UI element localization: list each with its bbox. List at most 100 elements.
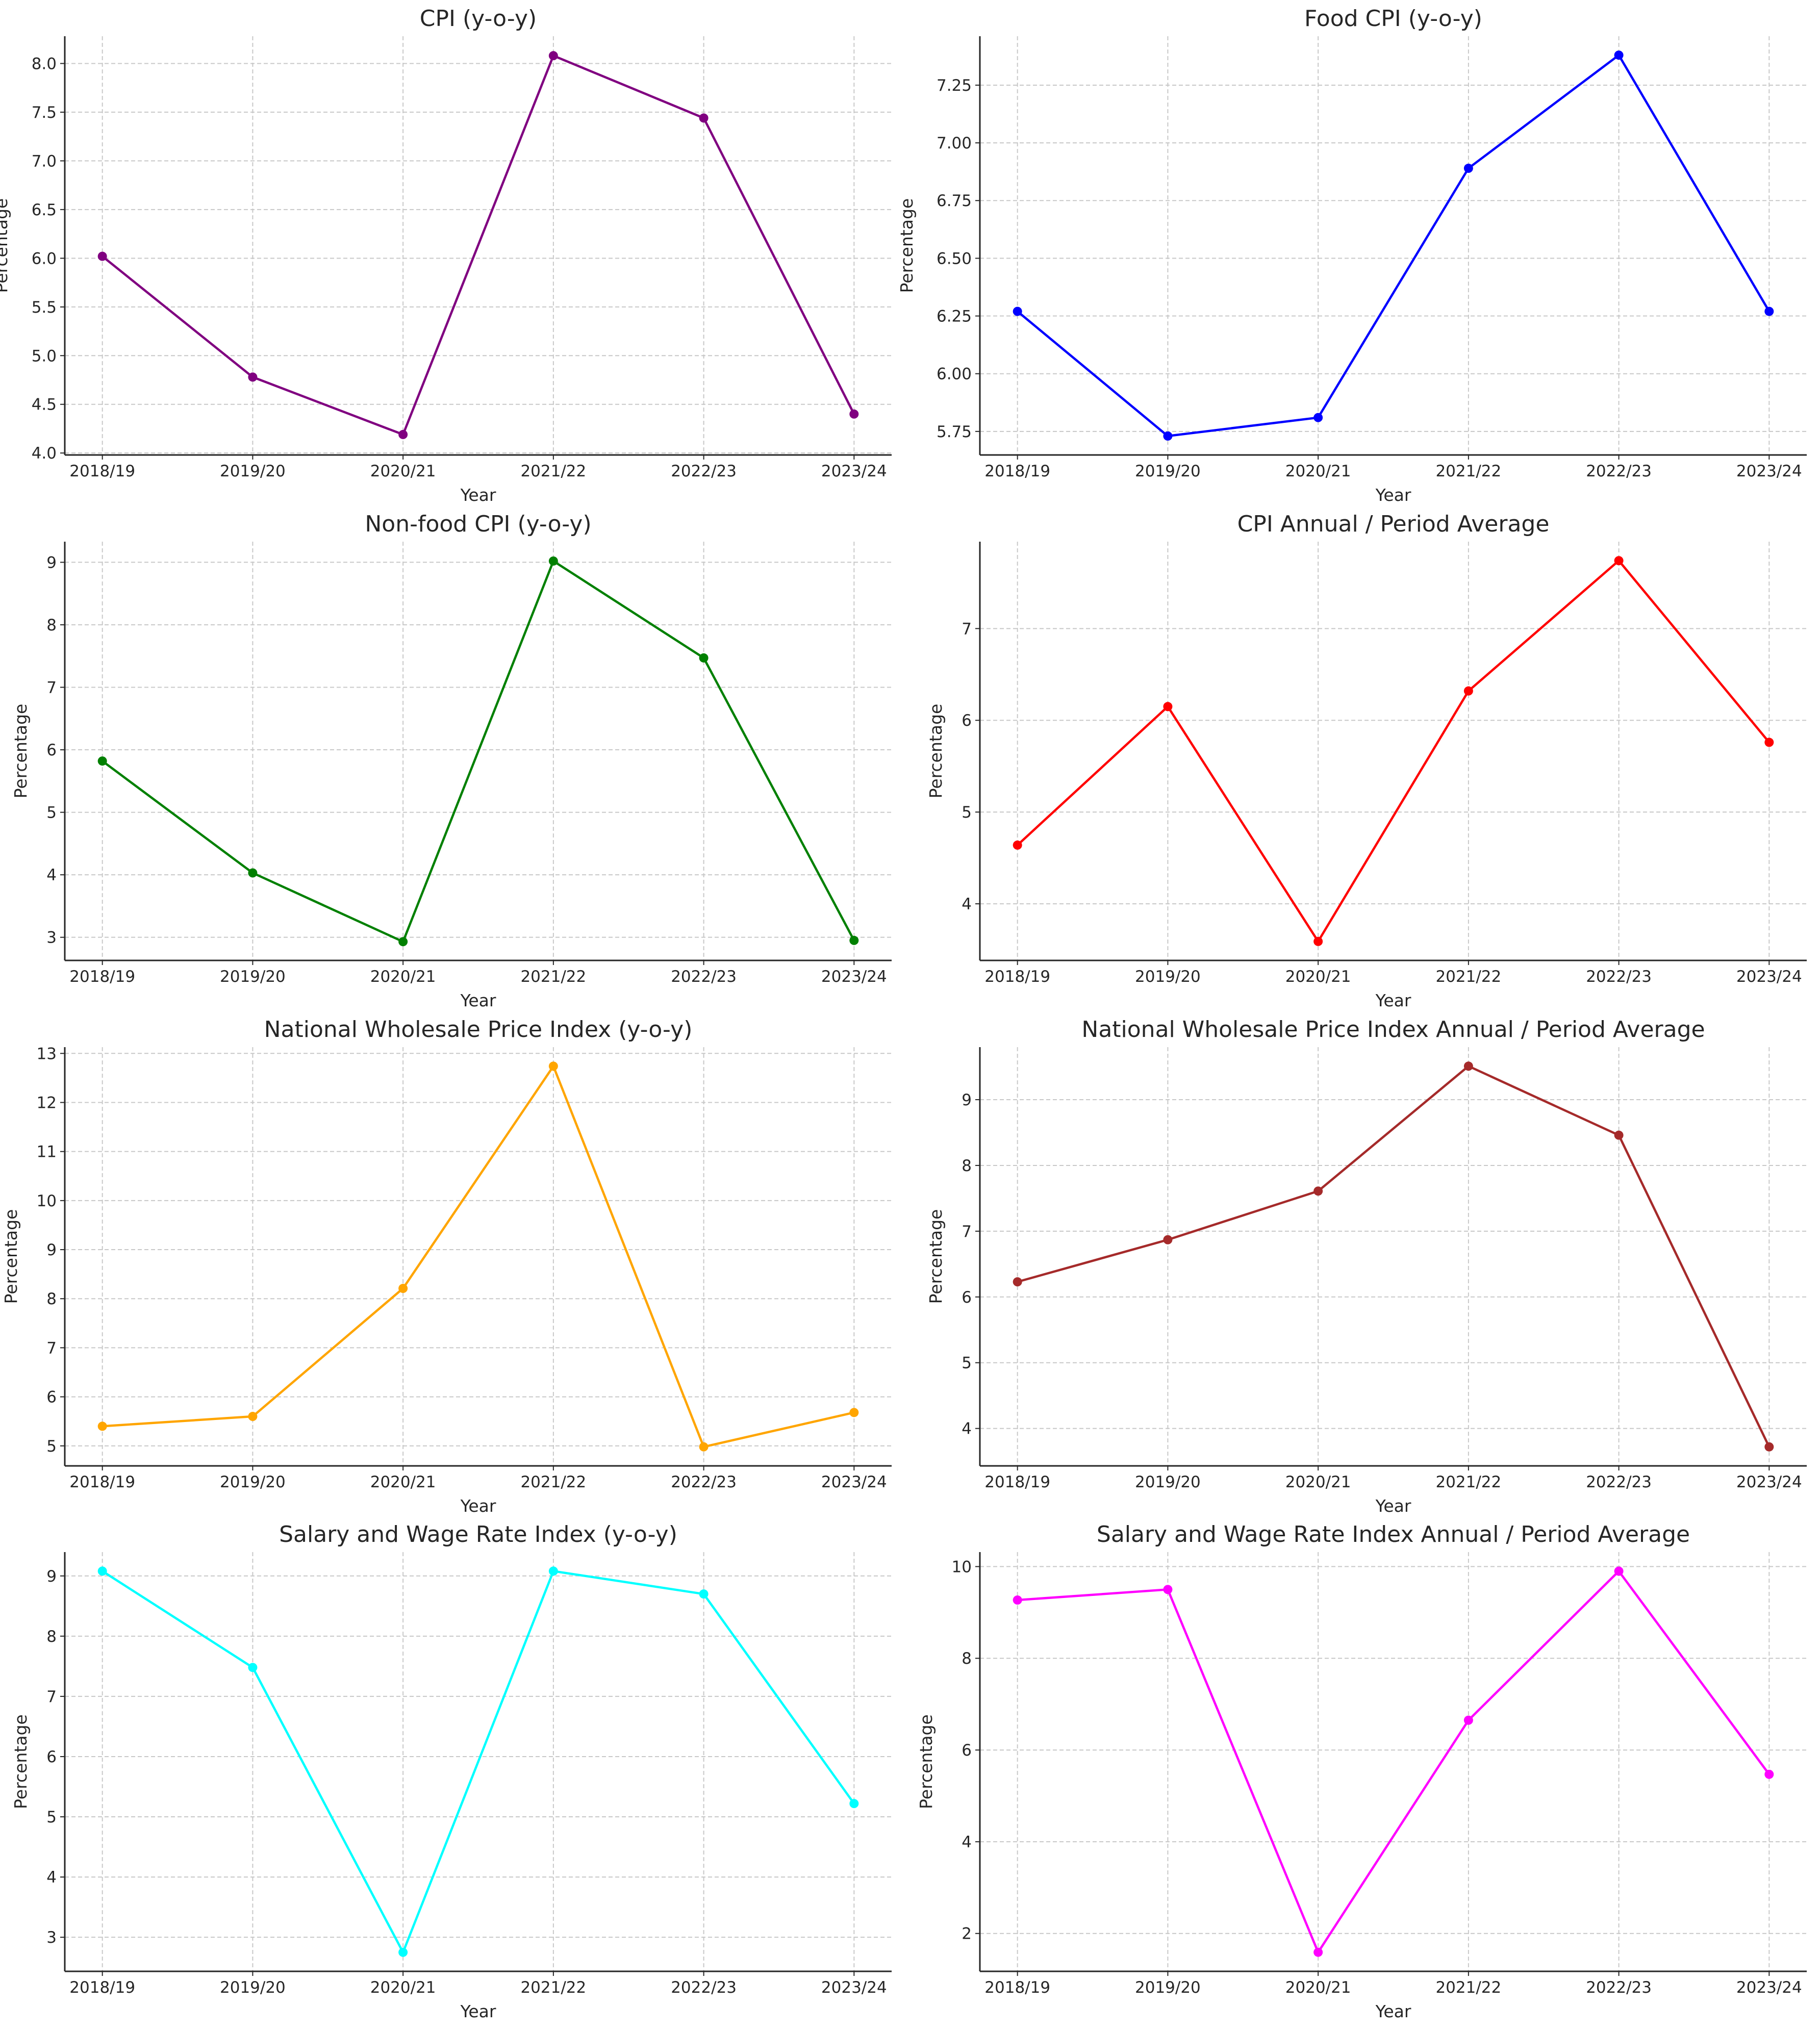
y-tick-label: 4: [962, 1420, 972, 1438]
y-axis-label: Percentage: [11, 1714, 31, 1809]
data-point: [398, 429, 408, 439]
y-tick-label: 6: [46, 1748, 57, 1766]
data-point: [1764, 738, 1774, 747]
y-tick-label: 5.0: [32, 347, 57, 365]
y-tick-label: 11: [37, 1143, 57, 1161]
chart-title: CPI (y-o-y): [420, 6, 537, 32]
y-axis-label: Percentage: [11, 704, 31, 799]
x-tick-label: 2021/22: [520, 462, 586, 480]
y-tick-label: 4.5: [32, 396, 57, 414]
chart-title: Salary and Wage Rate Index Annual / Peri…: [1097, 1521, 1690, 1547]
y-tick-label: 7.0: [32, 152, 57, 170]
series-line: [102, 560, 855, 943]
y-tick-label: 5: [46, 804, 57, 822]
data-point: [97, 1422, 107, 1431]
x-tick-label: 2023/24: [821, 1473, 887, 1491]
chart-panel-7: Salary and Wage Rate Index (y-o-y) 2018/1…: [11, 1521, 892, 2021]
x-tick-label: 2021/22: [1435, 968, 1501, 986]
data-point: [849, 409, 859, 419]
x-tick-label: 2023/24: [821, 968, 887, 986]
x-tick-label: 2021/22: [520, 1978, 586, 1997]
data-point: [699, 653, 709, 663]
y-axis-label: Percentage: [926, 1209, 946, 1304]
series-line: [102, 54, 855, 436]
chart-panel-8: Salary and Wage Rate Index Annual / Peri…: [916, 1521, 1807, 2021]
x-tick-label: 2019/20: [220, 1978, 286, 1997]
x-tick-label: 2020/21: [1285, 968, 1351, 986]
y-tick-label: 6: [962, 712, 972, 730]
y-axis-label: Percentage: [916, 1714, 936, 1809]
x-tick-label: 2023/24: [821, 462, 887, 480]
chart-panel-1: CPI (y-o-y) 2018/19 2019/20 2020/21 2021/22 2…: [0, 6, 892, 505]
series-line: [102, 1570, 855, 1953]
y-tick-label: 4: [962, 895, 972, 914]
series-line: [1017, 1065, 1771, 1448]
y-tick-label: 8.0: [32, 55, 57, 73]
y-tick-label: 8: [46, 1628, 57, 1646]
y-tick-label: 9: [46, 553, 57, 572]
data-point: [1163, 1235, 1173, 1245]
y-tick-label: 6.50: [937, 249, 972, 268]
x-tick-label: 2022/23: [671, 1473, 737, 1491]
x-tick-label: 2022/23: [671, 1978, 737, 1997]
chart-panel-3: Non-food CPI (y-o-y) 2018/19 2019/20 2020/2…: [11, 511, 892, 1010]
data-point: [1463, 686, 1473, 696]
x-tick-label: 2023/24: [1736, 462, 1802, 480]
x-tick-label: 2020/21: [370, 968, 436, 986]
series-line: [1017, 559, 1771, 943]
x-tick-label: 2020/21: [370, 462, 436, 480]
x-tick-label: 2018/19: [69, 1978, 135, 1997]
data-point: [1764, 307, 1774, 316]
x-tick-label: 2022/23: [1586, 968, 1652, 986]
data-point: [1013, 1277, 1022, 1287]
data-point: [1463, 1061, 1473, 1071]
y-tick-label: 6.75: [937, 192, 972, 210]
y-tick-label: 6: [962, 1741, 972, 1760]
x-tick-label: 2021/22: [1435, 462, 1501, 480]
data-point: [248, 1412, 258, 1422]
data-point: [1614, 1566, 1624, 1576]
chart-title: Food CPI (y-o-y): [1304, 6, 1482, 32]
data-point: [1163, 1585, 1173, 1594]
y-axis-label: Percentage: [926, 704, 946, 799]
x-tick-label: 2022/23: [671, 462, 737, 480]
data-point: [699, 113, 709, 123]
x-axis-label: Year: [1375, 991, 1411, 1010]
data-point: [97, 756, 107, 766]
x-tick-label: 2021/22: [1435, 1978, 1501, 1997]
x-tick-label: 2022/23: [1586, 1978, 1652, 1997]
x-tick-label: 2019/20: [220, 462, 286, 480]
y-axis-label: Percentage: [1, 1209, 21, 1304]
x-tick-label: 2019/20: [1135, 968, 1201, 986]
data-point: [1614, 50, 1624, 60]
series-line: [102, 1065, 854, 1448]
data-point: [1614, 1130, 1624, 1140]
y-tick-label: 4: [46, 1868, 57, 1887]
x-axis-label: Year: [1375, 1496, 1411, 1516]
x-tick-label: 2020/21: [1285, 1473, 1351, 1491]
y-tick-label: 12: [37, 1094, 57, 1112]
data-point: [699, 1589, 709, 1599]
y-tick-label: 7: [46, 1339, 57, 1357]
chart-panel-4: CPI Annual / Period Average 2018/19 2019/2…: [926, 511, 1807, 1010]
x-tick-label: 2020/21: [370, 1978, 436, 1997]
data-point: [248, 372, 258, 382]
data-point: [1163, 431, 1173, 441]
x-tick-label: 2018/19: [984, 968, 1050, 986]
x-tick-label: 2022/23: [1586, 462, 1652, 480]
x-tick-label: 2019/20: [1135, 1473, 1201, 1491]
x-tick-label: 2022/23: [1586, 1473, 1652, 1491]
data-point: [1764, 1769, 1774, 1779]
y-tick-label: 7.5: [32, 104, 57, 122]
y-tick-label: 8: [46, 1290, 57, 1308]
y-tick-label: 8: [962, 1650, 972, 1668]
data-point: [1313, 936, 1323, 946]
y-tick-label: 13: [37, 1045, 57, 1063]
x-tick-label: 2023/24: [1736, 1978, 1802, 1997]
x-tick-label: 2023/24: [1736, 968, 1802, 986]
y-tick-label: 8: [962, 1157, 972, 1175]
x-tick-label: 2018/19: [69, 1473, 135, 1491]
data-point: [1764, 1442, 1774, 1452]
data-point: [548, 51, 558, 61]
